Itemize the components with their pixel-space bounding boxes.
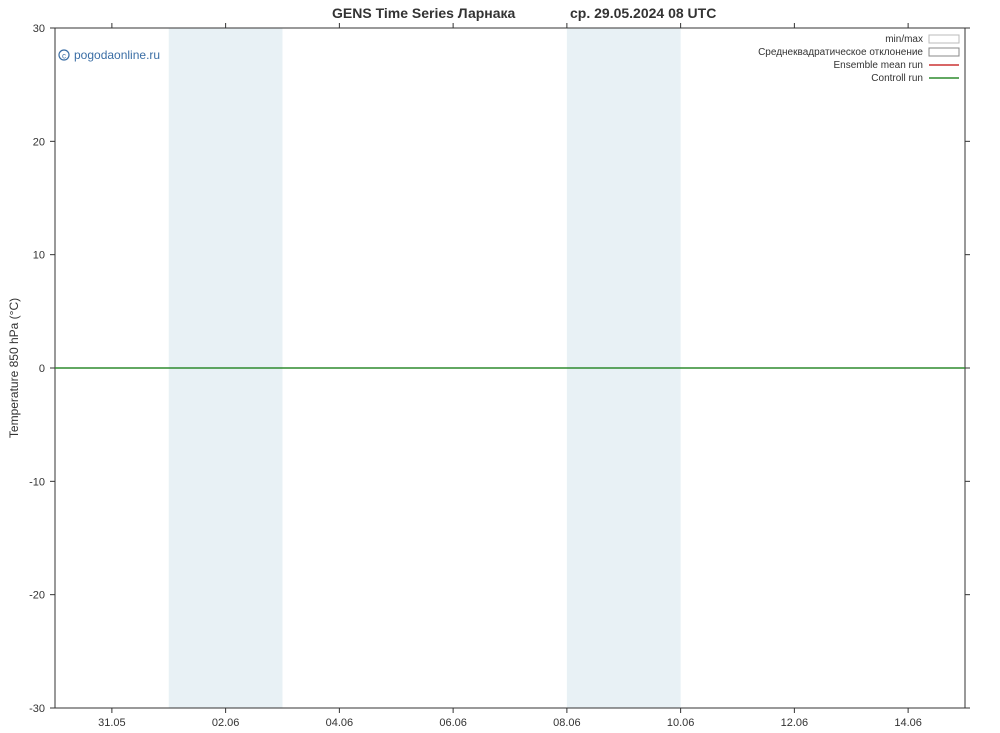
chart-title-left: GENS Time Series Ларнака bbox=[332, 5, 516, 21]
x-tick-label: 12.06 bbox=[781, 717, 809, 729]
x-tick-label: 02.06 bbox=[212, 717, 240, 729]
chart-container: -30 -20 -10 0 10 20 30 31.05 02.06 04.06 06.06 08.0… bbox=[0, 0, 1000, 733]
legend-label: Среднеквадратическое отклонение bbox=[758, 47, 923, 58]
y-tick-label: 20 bbox=[33, 136, 45, 148]
legend-label: Controll run bbox=[871, 73, 923, 84]
x-tick-label: 31.05 bbox=[98, 717, 126, 729]
y-tick-label: 30 bbox=[33, 23, 45, 35]
y-tick-label: -20 bbox=[29, 590, 45, 602]
y-tick-label: 10 bbox=[33, 250, 45, 262]
y-tick-label: 0 bbox=[39, 363, 45, 375]
y-tick-label: -10 bbox=[29, 476, 45, 488]
legend-label: min/max bbox=[885, 34, 923, 45]
x-tick-label: 08.06 bbox=[553, 717, 581, 729]
y-tick-label: -30 bbox=[29, 703, 45, 715]
x-tick-label: 06.06 bbox=[439, 717, 467, 729]
legend-label: Ensemble mean run bbox=[834, 60, 924, 71]
watermark: c pogodaonline.ru bbox=[59, 48, 160, 62]
svg-text:c: c bbox=[62, 52, 66, 61]
x-tick-label: 10.06 bbox=[667, 717, 695, 729]
x-tick-label: 04.06 bbox=[326, 717, 354, 729]
temperature-chart: -30 -20 -10 0 10 20 30 31.05 02.06 04.06 06.06 08.0… bbox=[0, 0, 1000, 733]
x-tick-label: 14.06 bbox=[894, 717, 922, 729]
watermark-text: pogodaonline.ru bbox=[74, 48, 160, 62]
y-axis-label: Temperature 850 hPa (°C) bbox=[7, 298, 21, 438]
chart-title-right: ср. 29.05.2024 08 UTC bbox=[570, 5, 716, 21]
